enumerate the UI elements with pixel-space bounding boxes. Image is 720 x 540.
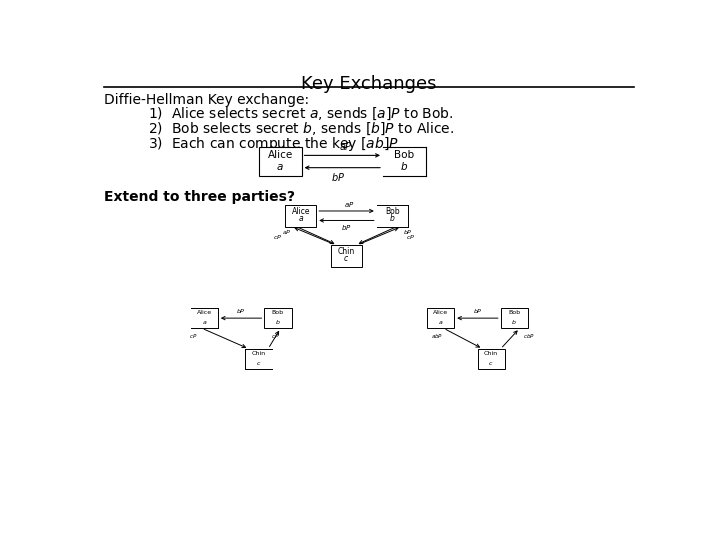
Bar [331, 245, 362, 267]
Text: Alice: Alice [433, 310, 449, 315]
Text: $c$: $c$ [256, 360, 261, 367]
Text: 1)  Alice selects secret $a$, sends $[a]P$ to Bob.: 1) Alice selects secret $a$, sends $[a]P… [148, 106, 454, 122]
Text: $c$: $c$ [343, 254, 350, 264]
Text: Key Exchanges: Key Exchanges [301, 75, 437, 93]
Text: $cP$: $cP$ [406, 233, 415, 241]
Text: $cP$: $cP$ [189, 332, 197, 340]
Text: $b$: $b$ [275, 318, 281, 326]
Text: Bob: Bob [395, 150, 414, 160]
Text: $c$: $c$ [488, 360, 494, 367]
Text: $b$: $b$ [511, 318, 517, 326]
Text: $b$: $b$ [400, 160, 408, 172]
Text: Alice: Alice [292, 207, 310, 216]
Text: $bP$: $bP$ [403, 228, 413, 236]
Text: $bP$: $bP$ [236, 307, 246, 315]
Bar [259, 147, 302, 177]
Text: $bP$: $bP$ [472, 307, 482, 315]
Text: Chin: Chin [251, 351, 266, 356]
Bar [500, 308, 528, 328]
Text: 3)  Each can compute the key $[ab]P$: 3) Each can compute the key $[ab]P$ [148, 135, 399, 153]
Bar [477, 349, 505, 369]
Text: Chin: Chin [484, 351, 498, 356]
Text: $a$: $a$ [202, 319, 207, 326]
Text: 2)  Bob selects secret $b$, sends $[b]P$ to Alice.: 2) Bob selects secret $b$, sends $[b]P$ … [148, 120, 454, 137]
Text: $abP$: $abP$ [431, 332, 443, 340]
Text: $bP$: $bP$ [341, 223, 352, 232]
Text: $aP$: $aP$ [339, 140, 353, 152]
Bar [427, 308, 454, 328]
Text: Bob: Bob [385, 207, 400, 216]
Text: Diffie-Hellman Key exchange:: Diffie-Hellman Key exchange: [104, 92, 309, 106]
Text: Alice: Alice [268, 150, 293, 160]
Text: $cbP$: $cbP$ [523, 332, 534, 340]
Text: $bP$: $bP$ [331, 171, 346, 183]
Text: $aP$: $aP$ [282, 228, 292, 236]
Text: $aP$: $aP$ [343, 200, 354, 208]
Bar [264, 308, 292, 328]
Text: $a$: $a$ [276, 162, 284, 172]
Text: $a$: $a$ [297, 214, 304, 224]
Text: Alice: Alice [197, 310, 212, 315]
Bar [285, 205, 316, 226]
Text: Bob: Bob [272, 310, 284, 315]
Text: $b$: $b$ [389, 212, 395, 224]
Text: $a$: $a$ [438, 319, 444, 326]
Text: Bob: Bob [508, 310, 521, 315]
Text: Chin: Chin [338, 247, 355, 256]
Text: $cP$: $cP$ [273, 233, 282, 241]
Text: $cP$: $cP$ [271, 332, 279, 340]
Text: Extend to three parties?: Extend to three parties? [104, 190, 295, 204]
